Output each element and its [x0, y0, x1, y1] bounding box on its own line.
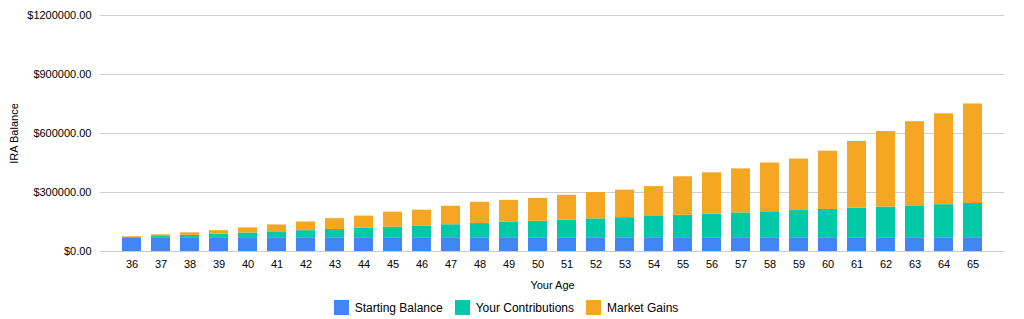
html-text:Starting Balance: Starting Balance	[354, 300, 443, 315]
svg-text:46: 46	[416, 258, 428, 270]
svg-text:56: 56	[706, 258, 718, 270]
svg-text:41: 41	[271, 258, 283, 270]
svg-text:52: 52	[590, 258, 602, 270]
svg-text:$300000.00: $300000.00	[33, 186, 91, 198]
svg-text:49: 49	[503, 258, 515, 270]
svg-text:61: 61	[851, 258, 863, 270]
svg-text:62: 62	[880, 258, 892, 270]
svg-text:45: 45	[387, 258, 399, 270]
html-text:Market Gains: Market Gains	[607, 300, 679, 315]
svg-text:64: 64	[938, 258, 950, 270]
svg-text:53: 53	[619, 258, 631, 270]
svg-text:40: 40	[242, 258, 254, 270]
svg-text:47: 47	[445, 258, 457, 270]
svg-text:Your Age: Your Age	[530, 279, 574, 291]
svg-text:39: 39	[213, 258, 225, 270]
svg-text:50: 50	[532, 258, 544, 270]
svg-text:IRA Balance: IRA Balance	[8, 103, 20, 164]
svg-text:60: 60	[822, 258, 834, 270]
svg-text:42: 42	[300, 258, 312, 270]
svg-text:$900000.00: $900000.00	[33, 68, 91, 80]
svg-text:51: 51	[561, 258, 573, 270]
svg-text:$600000.00: $600000.00	[33, 127, 91, 139]
html-text:Your Contributions: Your Contributions	[475, 300, 574, 315]
svg-text:55: 55	[677, 258, 689, 270]
svg-text:54: 54	[648, 258, 660, 270]
svg-text:$1200000.00: $1200000.00	[27, 9, 91, 21]
svg-text:48: 48	[474, 258, 486, 270]
svg-text:38: 38	[184, 258, 196, 270]
svg-text:44: 44	[358, 258, 370, 270]
svg-text:59: 59	[793, 258, 805, 270]
svg-text:37: 37	[155, 258, 167, 270]
svg-text:57: 57	[735, 258, 747, 270]
svg-text:36: 36	[126, 258, 138, 270]
svg-text:58: 58	[764, 258, 776, 270]
svg-text:43: 43	[329, 258, 341, 270]
svg-text:65: 65	[967, 258, 979, 270]
svg-text:$0.00: $0.00	[64, 245, 92, 257]
svg-text:63: 63	[909, 258, 921, 270]
